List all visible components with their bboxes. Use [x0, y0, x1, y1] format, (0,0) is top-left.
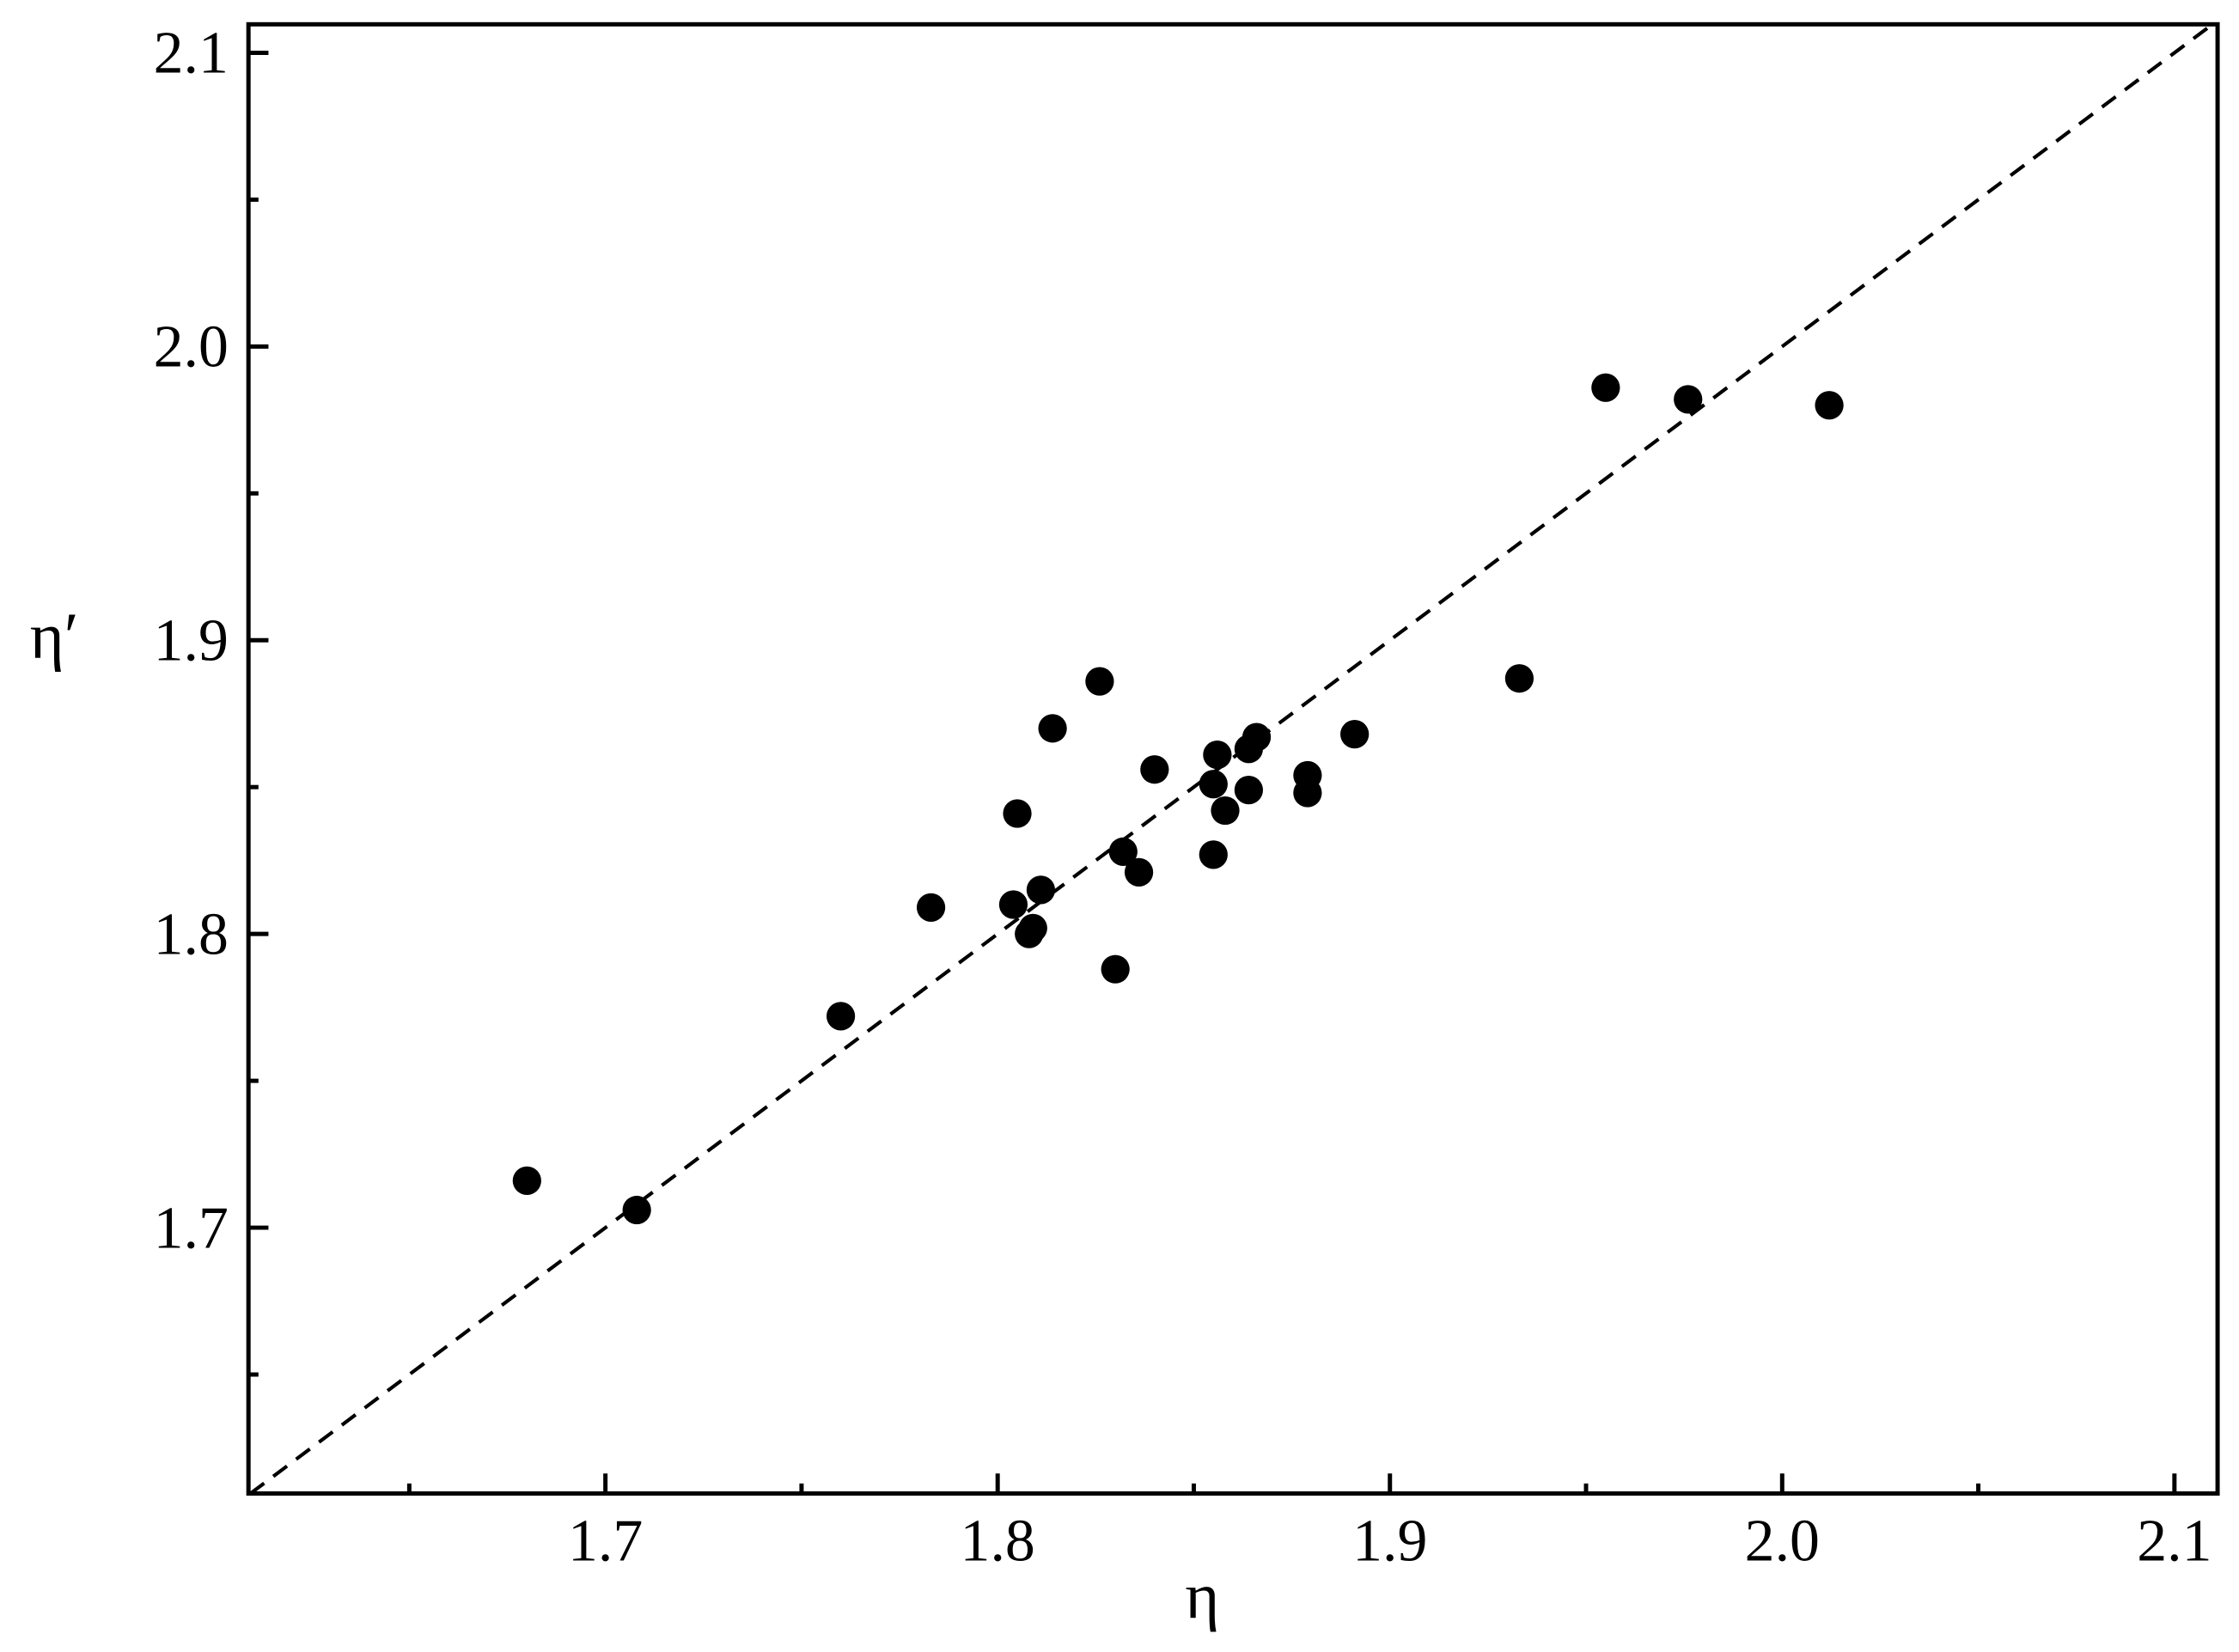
point [1815, 391, 1844, 420]
reference-line [249, 22, 2214, 1496]
point [1101, 954, 1130, 984]
y-tick-label: 2.0 [154, 314, 229, 381]
x-tick-label: 1.8 [961, 1509, 1035, 1575]
point [1003, 799, 1032, 828]
point [1203, 740, 1232, 770]
point [998, 890, 1028, 919]
y-tick-label: 2.1 [154, 21, 229, 87]
point [1504, 664, 1534, 693]
x-tick-label: 2.1 [2137, 1509, 2212, 1575]
plot-frame [246, 21, 2220, 1496]
point [622, 1195, 651, 1225]
y-tick-label: 1.9 [154, 608, 229, 674]
point [1340, 720, 1370, 749]
point [916, 893, 946, 923]
point [1199, 770, 1228, 799]
x-tick-label: 2.0 [1745, 1509, 1820, 1575]
point [1026, 875, 1056, 905]
point [1234, 776, 1264, 805]
point [1018, 913, 1047, 942]
point [1199, 840, 1228, 869]
x-tick-label: 1.9 [1352, 1509, 1427, 1575]
point [512, 1166, 541, 1195]
point [1085, 667, 1114, 696]
point [1591, 373, 1620, 402]
point [1211, 796, 1240, 826]
point [826, 1002, 856, 1031]
x-tick-label: 1.7 [568, 1509, 643, 1575]
y-tick-label: 1.7 [154, 1195, 229, 1261]
point [1038, 714, 1067, 743]
point [1242, 722, 1272, 752]
point [1108, 837, 1138, 867]
point [1124, 857, 1154, 887]
y-tick-label: 1.8 [154, 901, 229, 967]
point [1674, 385, 1703, 414]
point [1140, 755, 1169, 784]
point [1293, 778, 1322, 808]
x-axis-label: η [1185, 1559, 1219, 1632]
y-axis-label: η′ [30, 599, 79, 672]
